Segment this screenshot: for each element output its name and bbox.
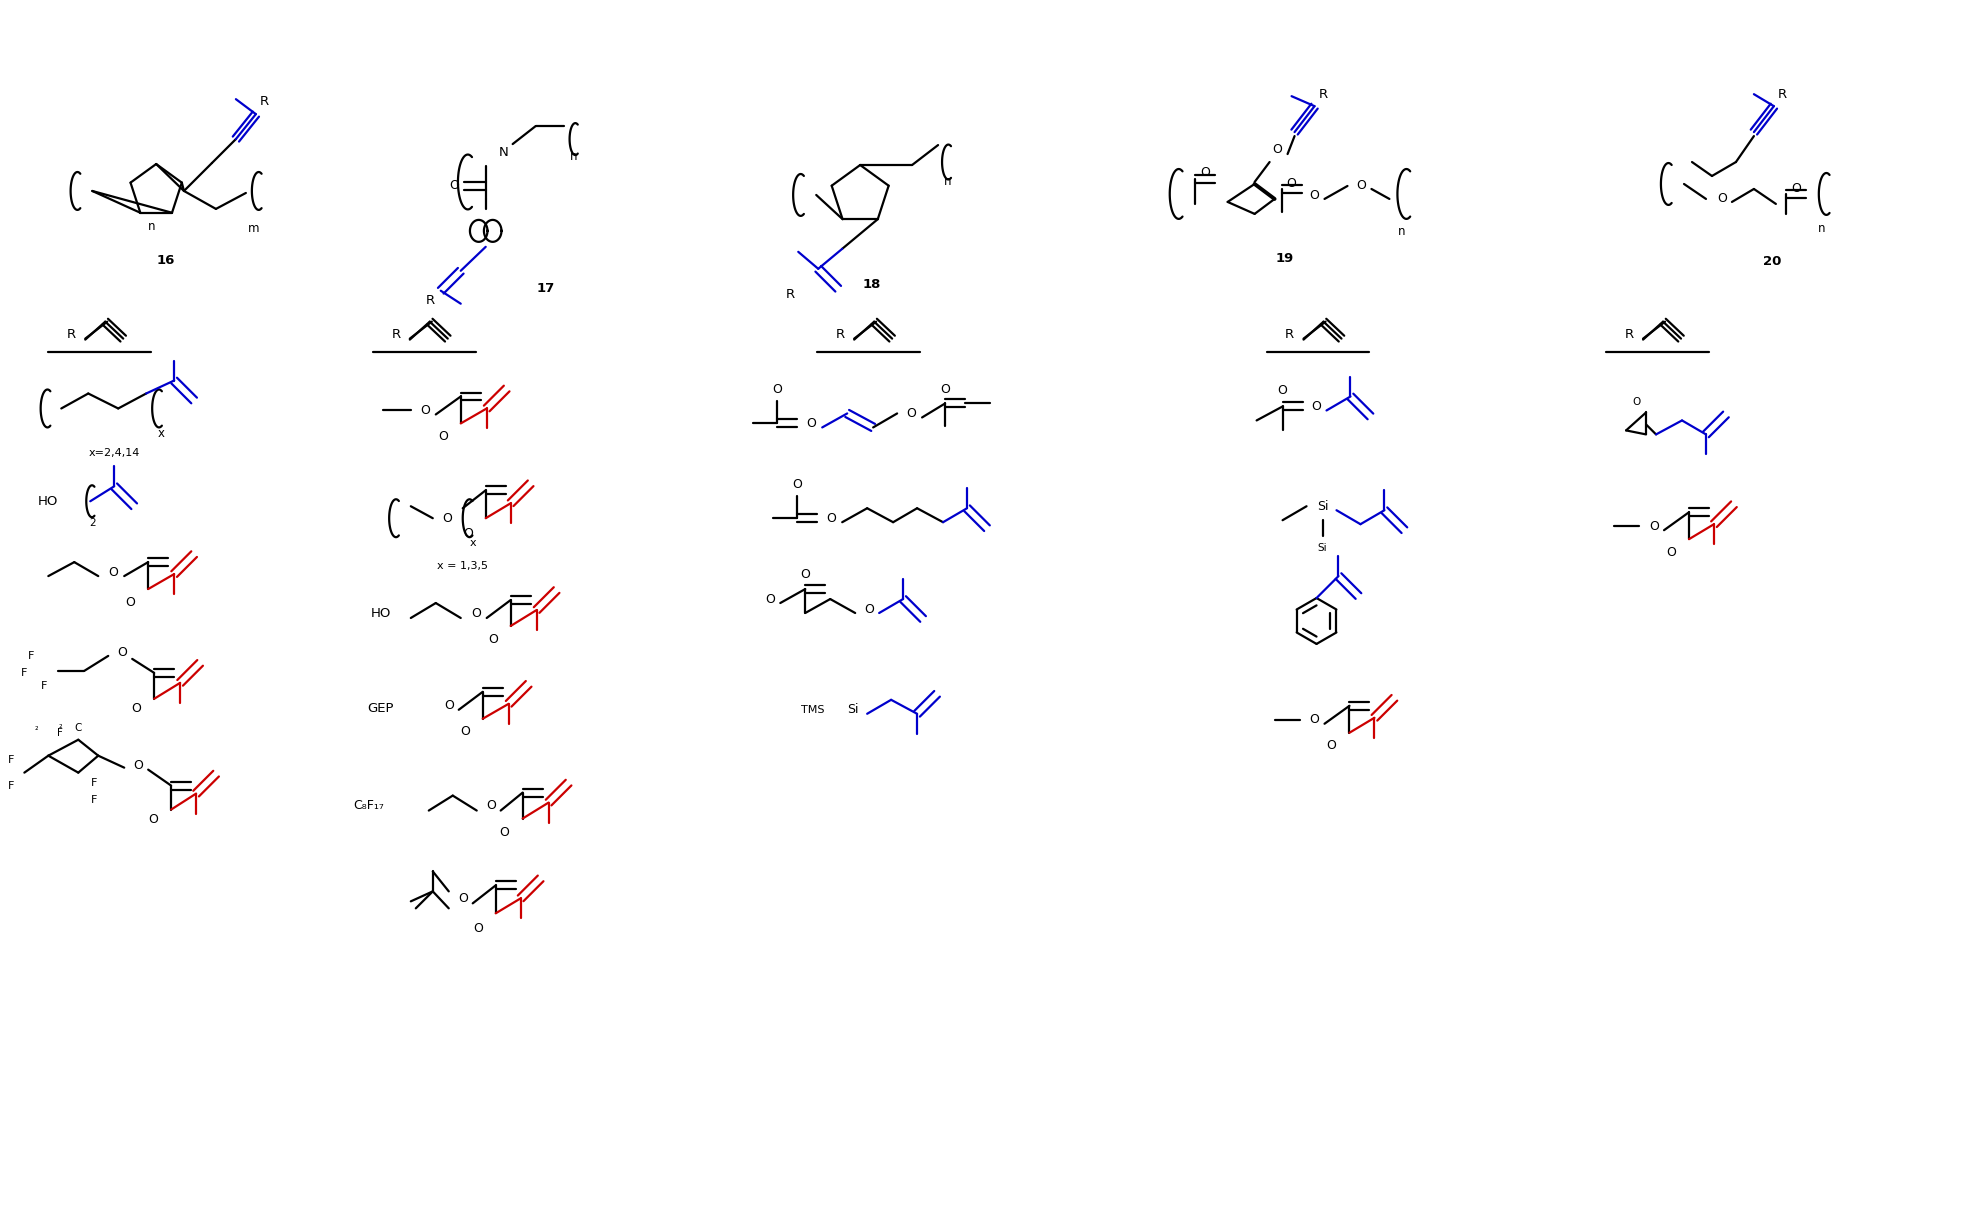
Text: O: O xyxy=(472,922,482,935)
Text: O: O xyxy=(905,406,915,420)
Text: ₂: ₂ xyxy=(59,721,63,731)
Text: O: O xyxy=(108,566,118,578)
Text: 17: 17 xyxy=(537,282,555,295)
Text: ₂: ₂ xyxy=(35,723,37,732)
Text: O: O xyxy=(793,478,803,491)
Text: O: O xyxy=(1631,398,1639,408)
Text: R: R xyxy=(392,328,400,341)
Text: R: R xyxy=(1285,328,1295,341)
Text: O: O xyxy=(1287,178,1297,190)
Text: O: O xyxy=(1667,545,1677,559)
Text: HO: HO xyxy=(37,495,59,507)
Text: C₈F₁₇: C₈F₁₇ xyxy=(354,799,384,812)
Text: Si: Si xyxy=(1317,500,1328,513)
Text: O: O xyxy=(126,596,136,609)
Text: O: O xyxy=(1791,183,1801,195)
Text: n: n xyxy=(571,150,577,162)
Text: O: O xyxy=(801,567,811,581)
Text: x = 1,3,5: x = 1,3,5 xyxy=(437,561,488,571)
Text: O: O xyxy=(1649,519,1659,533)
Text: O: O xyxy=(132,702,142,715)
Text: 19: 19 xyxy=(1275,252,1293,265)
Text: x: x xyxy=(157,427,165,440)
Text: O: O xyxy=(118,646,128,659)
Text: F: F xyxy=(91,777,98,787)
Text: R: R xyxy=(1777,87,1787,101)
Text: O: O xyxy=(470,607,480,619)
Text: O: O xyxy=(443,512,453,524)
Text: O: O xyxy=(445,699,455,712)
Text: F: F xyxy=(57,728,63,738)
Text: n: n xyxy=(945,176,953,188)
Text: O: O xyxy=(807,418,817,430)
Text: 16: 16 xyxy=(157,254,175,268)
Text: O: O xyxy=(1273,142,1283,156)
Text: O: O xyxy=(1200,166,1210,178)
Text: O: O xyxy=(134,759,144,772)
Text: O: O xyxy=(771,383,781,395)
Text: C: C xyxy=(75,723,83,733)
Text: TMS: TMS xyxy=(801,705,825,715)
Text: O: O xyxy=(1311,400,1321,413)
Text: 18: 18 xyxy=(864,279,882,291)
Text: O: O xyxy=(461,726,470,738)
Text: O: O xyxy=(1326,739,1336,753)
Text: 2: 2 xyxy=(89,518,96,528)
Text: F: F xyxy=(41,680,47,691)
Text: R: R xyxy=(836,328,844,341)
Text: R: R xyxy=(1319,87,1328,101)
Text: R: R xyxy=(1624,328,1633,341)
Text: O: O xyxy=(500,826,510,839)
Text: GEP: GEP xyxy=(368,702,394,715)
Text: F: F xyxy=(8,755,14,765)
Text: x=2,4,14: x=2,4,14 xyxy=(89,448,140,458)
Text: 20: 20 xyxy=(1763,255,1781,268)
Text: O: O xyxy=(1277,384,1287,397)
Text: O: O xyxy=(827,512,836,524)
Text: O: O xyxy=(1356,179,1366,193)
Text: O: O xyxy=(459,892,468,905)
Text: O: O xyxy=(462,527,472,539)
Text: R: R xyxy=(427,295,435,307)
Text: O: O xyxy=(148,813,157,826)
Text: m: m xyxy=(248,222,260,236)
Text: F: F xyxy=(22,668,28,678)
Text: Si: Si xyxy=(1319,543,1326,553)
Text: R: R xyxy=(785,289,795,301)
Text: O: O xyxy=(437,430,447,443)
Text: n: n xyxy=(148,220,155,233)
Text: O: O xyxy=(766,593,775,605)
Text: N: N xyxy=(498,146,508,158)
Text: R: R xyxy=(67,328,77,341)
Text: O: O xyxy=(449,179,459,193)
Text: R: R xyxy=(260,95,268,108)
Text: x: x xyxy=(470,538,476,548)
Text: O: O xyxy=(941,383,951,395)
Text: HO: HO xyxy=(370,607,392,619)
Text: Si: Si xyxy=(848,704,858,716)
Text: n: n xyxy=(1397,226,1405,238)
Text: O: O xyxy=(488,634,498,646)
Text: O: O xyxy=(419,404,429,418)
Text: O: O xyxy=(486,799,496,812)
Text: F: F xyxy=(91,795,98,804)
Text: n: n xyxy=(1818,222,1826,236)
Text: O: O xyxy=(1309,713,1319,726)
Text: O: O xyxy=(864,603,874,615)
Text: O: O xyxy=(1309,189,1319,203)
Text: O: O xyxy=(1716,193,1726,205)
Text: F: F xyxy=(8,781,14,791)
Text: F: F xyxy=(28,651,35,661)
